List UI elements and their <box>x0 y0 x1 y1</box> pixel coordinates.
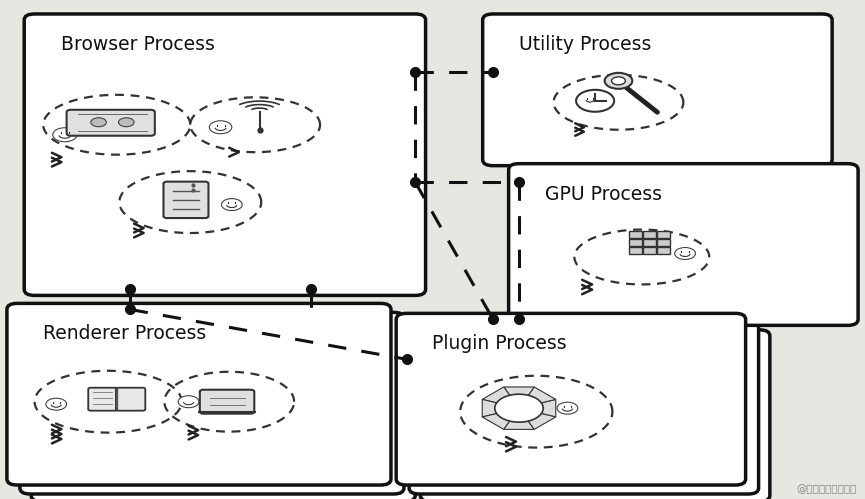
FancyBboxPatch shape <box>657 247 670 254</box>
Text: @稀土掘金技术社区: @稀土掘金技术社区 <box>796 484 856 494</box>
FancyBboxPatch shape <box>643 231 656 238</box>
FancyBboxPatch shape <box>116 388 145 411</box>
FancyBboxPatch shape <box>20 312 404 494</box>
FancyBboxPatch shape <box>657 239 670 246</box>
Circle shape <box>53 128 77 142</box>
Text: Utility Process: Utility Process <box>519 35 651 54</box>
Text: Renderer Process: Renderer Process <box>43 324 207 343</box>
FancyBboxPatch shape <box>483 14 832 166</box>
Polygon shape <box>541 399 555 417</box>
Text: Plugin Process: Plugin Process <box>432 334 567 353</box>
FancyBboxPatch shape <box>420 330 770 499</box>
Polygon shape <box>529 414 555 429</box>
FancyBboxPatch shape <box>7 303 391 485</box>
FancyBboxPatch shape <box>643 247 656 254</box>
Circle shape <box>91 118 106 127</box>
FancyBboxPatch shape <box>629 239 642 246</box>
FancyBboxPatch shape <box>509 164 858 325</box>
Circle shape <box>605 73 632 89</box>
Circle shape <box>119 118 134 127</box>
FancyBboxPatch shape <box>396 313 746 485</box>
Circle shape <box>582 95 598 104</box>
Polygon shape <box>503 387 535 395</box>
FancyBboxPatch shape <box>67 110 155 136</box>
FancyBboxPatch shape <box>629 247 642 254</box>
Text: Browser Process: Browser Process <box>61 35 215 54</box>
Polygon shape <box>483 387 509 403</box>
Polygon shape <box>483 399 497 417</box>
Circle shape <box>209 121 232 134</box>
Circle shape <box>612 77 625 85</box>
Circle shape <box>221 199 242 211</box>
FancyBboxPatch shape <box>88 388 118 411</box>
Circle shape <box>178 396 199 408</box>
Circle shape <box>576 90 614 112</box>
Polygon shape <box>529 387 555 403</box>
FancyBboxPatch shape <box>200 390 254 414</box>
Circle shape <box>495 394 543 422</box>
FancyBboxPatch shape <box>163 182 208 218</box>
Circle shape <box>675 248 695 259</box>
FancyBboxPatch shape <box>31 320 415 499</box>
FancyBboxPatch shape <box>629 231 642 238</box>
FancyBboxPatch shape <box>24 14 426 295</box>
FancyBboxPatch shape <box>643 239 656 246</box>
Circle shape <box>557 402 578 414</box>
FancyBboxPatch shape <box>657 231 670 238</box>
Polygon shape <box>483 414 509 429</box>
FancyBboxPatch shape <box>409 322 759 494</box>
Polygon shape <box>503 421 535 429</box>
Text: GPU Process: GPU Process <box>545 185 662 204</box>
Circle shape <box>46 398 67 410</box>
